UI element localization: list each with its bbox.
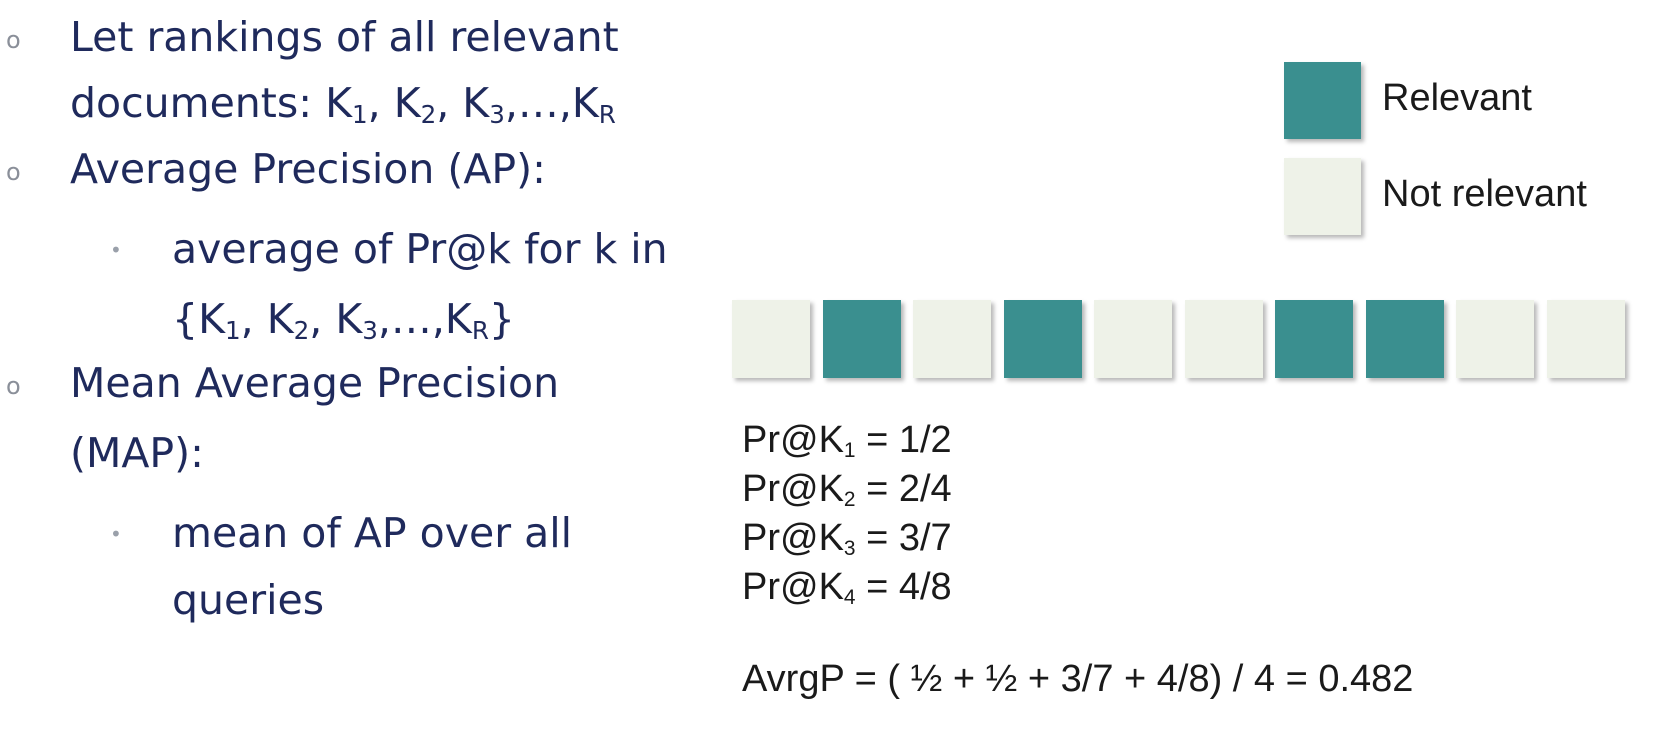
subscript: 2: [420, 100, 437, 130]
precision-value: = 1/2: [855, 419, 952, 461]
bullet-line: queries: [172, 567, 324, 633]
rank-square-not-relevant: [732, 300, 810, 378]
bullet-text: mean of AP over all: [172, 509, 573, 557]
subscript: 2: [293, 316, 310, 346]
legend-swatch-not-relevant: [1284, 158, 1361, 235]
bullet-text: average of Pr@k for k in: [172, 225, 668, 273]
bullet-marker: o: [6, 372, 21, 400]
rank-square-not-relevant: [1456, 300, 1534, 378]
precision-line: Pr@K3 = 3/7: [742, 514, 952, 562]
subscript: 1: [843, 439, 856, 463]
bullet-text: , K: [240, 295, 294, 343]
rank-square-not-relevant: [1185, 300, 1263, 378]
subscript: 3: [362, 316, 378, 346]
bullet-line: Let rankings of all relevant: [70, 4, 619, 70]
subscript: 3: [489, 100, 505, 130]
rank-square-not-relevant: [1094, 300, 1172, 378]
bullet-text: , K: [367, 79, 421, 127]
bullet-line: Average Precision (AP):: [70, 136, 546, 202]
subscript: 2: [843, 488, 856, 512]
legend-label: Not relevant: [1382, 173, 1587, 215]
bullet-marker: •: [110, 238, 122, 262]
subscript: 1: [351, 100, 368, 130]
rank-square-relevant: [823, 300, 901, 378]
subscript: 3: [843, 537, 856, 561]
bullet-line: mean of AP over all: [172, 500, 572, 566]
subscript: 4: [843, 586, 856, 610]
precision-value: = 2/4: [855, 468, 952, 510]
bullet-text: queries: [172, 576, 325, 624]
bullet-text: Let rankings of all relevant: [70, 13, 619, 61]
precision-value: = 4/8: [855, 566, 952, 608]
bullet-text: ,…,K: [377, 295, 472, 343]
subscript: R: [471, 316, 489, 346]
rank-square-relevant: [1004, 300, 1082, 378]
bullet-line: {K1, K2, K3,…,KR}: [172, 286, 515, 352]
precision-label: Pr@K: [742, 566, 844, 608]
bullet-text: Mean Average Precision: [70, 359, 560, 407]
bullet-marker: •: [110, 522, 122, 546]
average-precision-formula: AvrgP = ( ½ + ½ + 3/7 + 4/8) / 4 = 0.482: [742, 658, 1414, 700]
rank-square-relevant: [1275, 300, 1353, 378]
bullet-line: documents: K1, K2, K3,…,KR: [70, 70, 616, 136]
precision-label: Pr@K: [742, 419, 844, 461]
bullet-text: , K: [309, 295, 363, 343]
bullet-marker: o: [6, 26, 21, 54]
bullet-line: (MAP):: [70, 420, 204, 486]
bullet-text: documents: K: [70, 79, 352, 127]
bullet-text: (MAP):: [70, 429, 204, 477]
bullet-text: , K: [436, 79, 490, 127]
rank-square-relevant: [1366, 300, 1444, 378]
precision-value: = 3/7: [855, 517, 952, 559]
subscript: R: [598, 100, 616, 130]
bullet-line: average of Pr@k for k in: [172, 216, 668, 282]
precision-label: Pr@K: [742, 517, 844, 559]
rank-square-not-relevant: [1547, 300, 1625, 378]
bullet-text: Average Precision (AP):: [70, 145, 546, 193]
precision-line: Pr@K2 = 2/4: [742, 465, 952, 513]
legend-label: Relevant: [1382, 77, 1532, 119]
bullet-text: {K: [172, 295, 225, 343]
precision-label: Pr@K: [742, 468, 844, 510]
subscript: 1: [224, 316, 241, 346]
bullet-line: Mean Average Precision: [70, 350, 559, 416]
precision-line: Pr@K1 = 1/2: [742, 416, 952, 464]
bullet-marker: o: [6, 158, 21, 186]
bullet-text: }: [488, 295, 515, 343]
legend-swatch-relevant: [1284, 62, 1361, 139]
rank-square-not-relevant: [913, 300, 991, 378]
precision-line: Pr@K4 = 4/8: [742, 563, 952, 611]
bullet-text: ,…,K: [504, 79, 599, 127]
